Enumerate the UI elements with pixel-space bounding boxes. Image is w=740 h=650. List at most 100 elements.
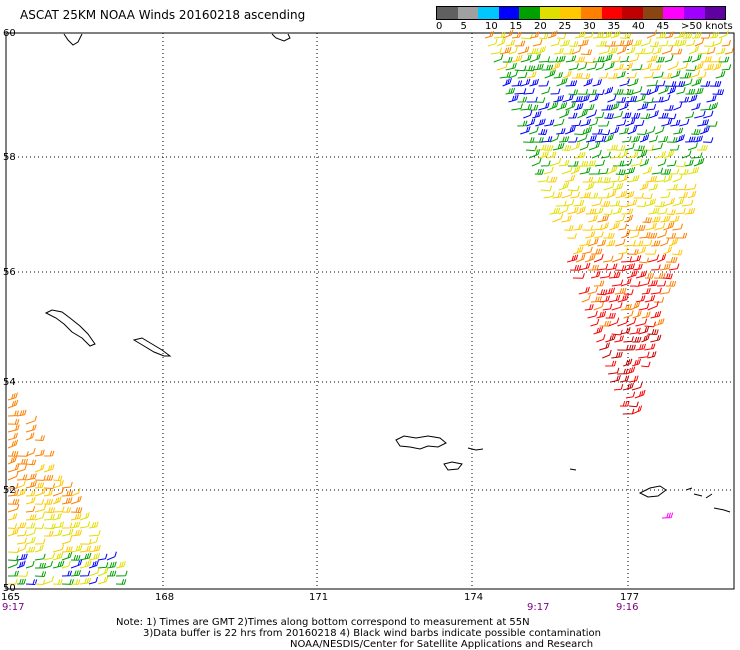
wind-barbs [7,29,734,585]
wind-barb [578,286,590,295]
wind-barb [691,32,702,39]
color-swatch [478,7,499,19]
wind-barb [656,254,667,263]
coastline-islet-2 [569,468,577,471]
wind-barb [646,126,656,135]
wind-barb [511,31,522,39]
wind-barb [673,127,684,135]
wind-barb [590,318,600,327]
wind-barb [577,89,589,95]
color-scale-label: 10 [485,21,498,32]
wind-barb [622,39,634,47]
wind-barb [687,142,698,151]
wind-barb [624,142,635,151]
wind-barb [556,33,567,39]
wind-barb [651,240,661,247]
wind-barb [612,160,625,167]
wind-barb [552,213,564,223]
wind-barb [523,110,533,119]
wind-barb [636,246,647,255]
wind-barb [541,136,553,143]
wind-barb [16,543,27,553]
wind-barb [615,190,628,199]
wind-barb [610,126,620,135]
wind-barb [553,94,564,103]
wind-barb [669,168,680,175]
wind-barb [697,47,710,55]
wind-barb [570,142,581,151]
wind-barb [566,254,579,263]
wind-barb [655,80,666,87]
wind-barb [631,64,643,71]
wind-barb [43,560,53,569]
wind-barb [43,507,56,514]
wind-barb [703,110,714,119]
wind-barb [641,311,651,319]
wind-barb [618,174,629,183]
wind-barb [586,62,597,71]
wind-barb [562,94,574,103]
wind-barb [623,310,634,319]
coastline-agattu-island [443,461,463,471]
wind-barb [585,160,596,167]
wind-barb [52,560,65,569]
wind-barb [613,63,624,71]
wind-barb [661,45,673,55]
wind-barb [667,137,678,143]
wind-barb [642,217,652,224]
wind-barb [594,207,604,215]
wind-barb [552,191,563,199]
wind-barb [648,135,658,143]
wind-barb [585,231,596,239]
wind-barb [592,79,602,87]
wind-barb [700,56,712,63]
wind-barb [591,149,602,159]
wind-barb [565,101,576,111]
wind-barb [106,551,117,561]
wind-barb [667,39,680,47]
wind-barb [558,159,570,167]
coastline-bering-island [44,309,96,347]
wind-barb [691,129,701,135]
wind-barb [7,410,19,417]
wind-barb [694,110,706,119]
wind-barb [703,63,715,71]
wind-barb [651,216,661,223]
wind-barb [578,262,591,271]
wind-barb [7,419,20,425]
wind-barb [88,552,101,561]
wind-barb [575,253,586,263]
wind-barb [606,189,617,199]
wind-barb [619,102,629,111]
coastline-medny-island [132,337,172,357]
wind-barb [537,175,549,183]
wind-barb [616,96,626,103]
wind-barb [106,561,117,569]
wind-barb [619,55,629,63]
wind-barb [591,198,603,207]
wind-barb [625,46,636,55]
wind-barb [70,507,83,513]
wind-barb [7,513,18,521]
wind-barb [622,382,634,391]
wind-barb [639,182,649,191]
wind-barb [597,167,609,175]
wind-barb [669,237,679,247]
wind-barb [7,471,19,481]
wind-barb [70,487,81,497]
wind-barb [622,112,632,119]
wind-barb [585,182,595,191]
wind-barb [559,39,570,47]
wind-barb [562,48,575,55]
wind-barb [43,576,54,585]
wind-barb [484,30,495,39]
wind-barb [650,287,662,295]
wind-barb [582,176,594,183]
wind-barb [582,225,593,231]
wind-barb [88,567,100,577]
wind-barb [580,73,591,79]
wind-barb [675,134,685,143]
wind-barb [34,482,45,489]
wind-barb [679,72,692,79]
wind-barb [618,149,629,159]
